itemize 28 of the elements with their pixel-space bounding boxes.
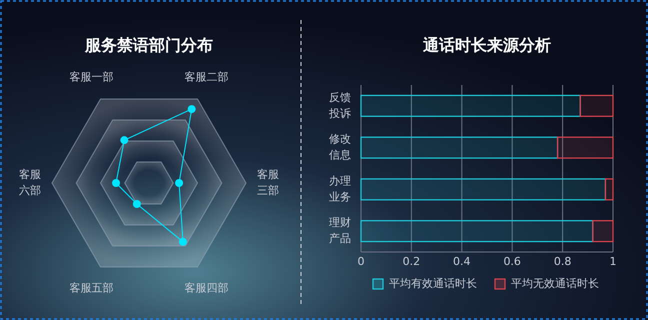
bar bbox=[360, 178, 606, 200]
x-tick-label: 0 bbox=[358, 255, 364, 268]
spoke-label: 客服二部 bbox=[184, 70, 228, 84]
x-tick-label: 1 bbox=[610, 255, 616, 268]
y-tick-label: 反馈投诉 bbox=[328, 90, 351, 120]
chart-title: 服务禁语部门分布 bbox=[84, 35, 213, 54]
bar bbox=[556, 136, 614, 159]
spoke-label: 客服三部 bbox=[257, 168, 279, 198]
bar bbox=[360, 136, 558, 159]
y-tick-label: 修改信息 bbox=[329, 132, 351, 162]
legend-label: 平均有效通话时长 bbox=[389, 277, 477, 290]
spoke-label: 客服六部 bbox=[19, 168, 41, 198]
bar bbox=[580, 94, 614, 117]
bar bbox=[360, 220, 594, 242]
y-tick-label: 办理业务 bbox=[329, 174, 351, 204]
spoke-label: 客服五部 bbox=[70, 282, 114, 295]
x-tick-label: 0.8 bbox=[554, 255, 572, 268]
legend-label: 平均无效通话时长 bbox=[511, 277, 599, 290]
chart-title: 通话时长来源分析 bbox=[422, 35, 551, 54]
x-tick-label: 0.4 bbox=[453, 255, 471, 268]
bar bbox=[592, 220, 614, 242]
bar bbox=[604, 178, 614, 200]
spoke-label: 客服一部 bbox=[70, 70, 114, 84]
x-tick-label: 0.6 bbox=[503, 255, 521, 268]
bar bbox=[360, 94, 581, 117]
spoke-label: 客服四部 bbox=[184, 282, 228, 295]
y-tick-label: 理财产品 bbox=[329, 216, 351, 246]
x-tick-label: 0.2 bbox=[402, 255, 420, 268]
